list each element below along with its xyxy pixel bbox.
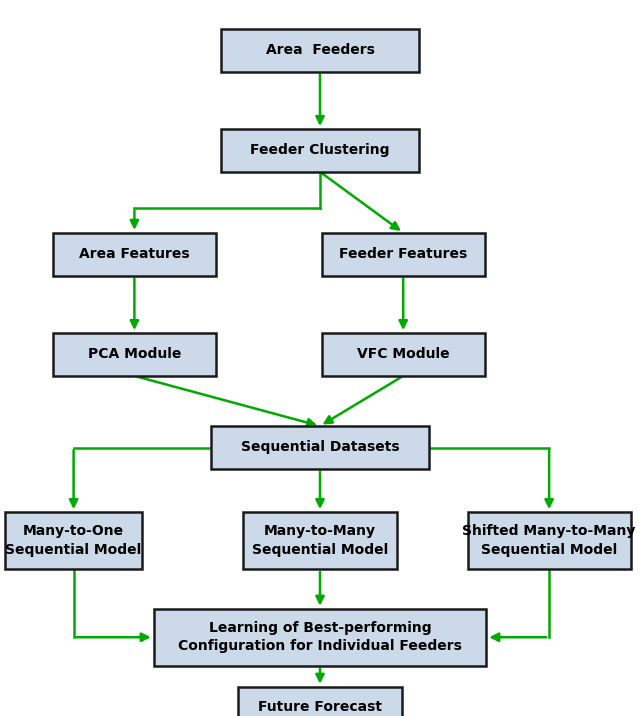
FancyBboxPatch shape [211,426,429,469]
FancyBboxPatch shape [239,687,402,716]
Text: Shifted Many-to-Many
Sequential Model: Shifted Many-to-Many Sequential Model [463,524,636,557]
FancyBboxPatch shape [52,333,216,376]
FancyBboxPatch shape [321,233,485,276]
Text: VFC Module: VFC Module [357,347,449,362]
FancyBboxPatch shape [5,512,143,569]
FancyBboxPatch shape [243,512,397,569]
Text: Area Features: Area Features [79,247,189,261]
Text: PCA Module: PCA Module [88,347,181,362]
Text: Future Forecast: Future Forecast [258,700,382,715]
FancyBboxPatch shape [52,233,216,276]
FancyBboxPatch shape [467,512,630,569]
FancyBboxPatch shape [321,333,485,376]
Text: Feeder Features: Feeder Features [339,247,467,261]
Text: Many-to-Many
Sequential Model: Many-to-Many Sequential Model [252,524,388,557]
Text: Sequential Datasets: Sequential Datasets [241,440,399,455]
Text: Area  Feeders: Area Feeders [266,43,374,57]
Text: Many-to-One
Sequential Model: Many-to-One Sequential Model [6,524,141,557]
Text: Feeder Clustering: Feeder Clustering [250,143,390,158]
FancyBboxPatch shape [221,129,419,172]
FancyBboxPatch shape [154,609,486,666]
Text: Learning of Best-performing
Configuration for Individual Feeders: Learning of Best-performing Configuratio… [178,621,462,654]
FancyBboxPatch shape [221,29,419,72]
